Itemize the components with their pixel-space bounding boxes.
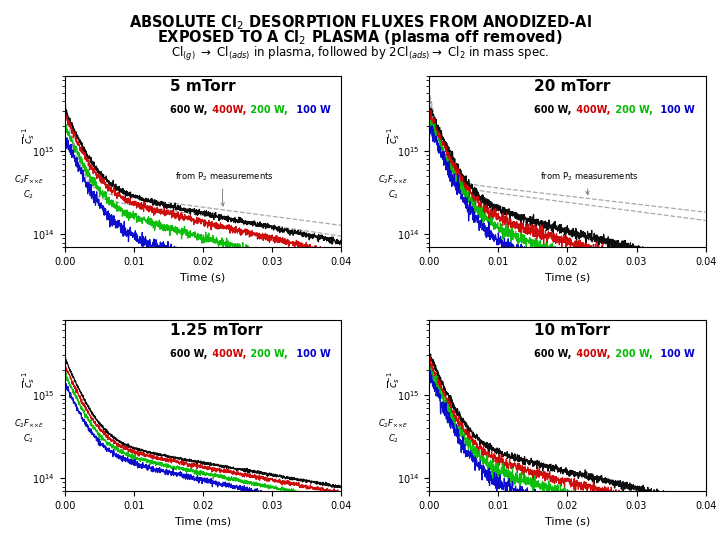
Text: $C_2F_{\times\!\times\!E}$
$C_2$: $C_2F_{\times\!\times\!E}$ $C_2$: [378, 174, 409, 201]
Text: 1.25 mTorr: 1.25 mTorr: [170, 323, 262, 338]
Text: from P$_2$ measurements: from P$_2$ measurements: [540, 171, 639, 194]
X-axis label: Time (s): Time (s): [545, 273, 590, 283]
Text: 200 W,: 200 W,: [247, 349, 288, 359]
Text: 400W,: 400W,: [573, 349, 611, 359]
X-axis label: Time (s): Time (s): [545, 517, 590, 526]
Text: 5 mTorr: 5 mTorr: [170, 79, 235, 94]
Text: from P$_2$ measurements: from P$_2$ measurements: [175, 171, 274, 206]
Text: 400W,: 400W,: [209, 349, 246, 359]
Text: 200 W,: 200 W,: [612, 105, 652, 115]
Text: $\overline{c}_{s}^{-1}$: $\overline{c}_{s}^{-1}$: [20, 372, 37, 388]
Text: $\overline{c}_{s}^{-1}$: $\overline{c}_{s}^{-1}$: [20, 127, 37, 144]
Text: $C_2F_{\times\!\times\!E}$
$C_2$: $C_2F_{\times\!\times\!E}$ $C_2$: [378, 418, 409, 444]
Text: 400W,: 400W,: [209, 105, 246, 115]
Text: 400W,: 400W,: [573, 105, 611, 115]
Text: 600 W,: 600 W,: [170, 349, 207, 359]
Text: 20 mTorr: 20 mTorr: [534, 79, 611, 94]
Text: 100 W: 100 W: [292, 349, 330, 359]
Text: 200 W,: 200 W,: [247, 105, 288, 115]
Text: ABSOLUTE Cl$_2$ DESORPTION FLUXES FROM ANODIZED-Al: ABSOLUTE Cl$_2$ DESORPTION FLUXES FROM A…: [129, 14, 591, 32]
Text: 600 W,: 600 W,: [534, 105, 572, 115]
X-axis label: Time (s): Time (s): [180, 273, 225, 283]
Text: $C_2F_{\times\!\times\!E}$
$C_2$: $C_2F_{\times\!\times\!E}$ $C_2$: [14, 418, 44, 444]
Text: 600 W,: 600 W,: [534, 349, 572, 359]
Text: 100 W: 100 W: [292, 105, 330, 115]
Text: $\overline{c}_{s}^{-1}$: $\overline{c}_{s}^{-1}$: [385, 127, 402, 144]
Text: 600 W,: 600 W,: [170, 105, 207, 115]
Text: 100 W: 100 W: [657, 349, 695, 359]
Text: 10 mTorr: 10 mTorr: [534, 323, 611, 338]
Text: 200 W,: 200 W,: [612, 349, 652, 359]
Text: EXPOSED TO A Cl$_2$ PLASMA (plasma off removed): EXPOSED TO A Cl$_2$ PLASMA (plasma off r…: [157, 28, 563, 47]
Text: $C_2F_{\times\!\times\!E}$
$C_2$: $C_2F_{\times\!\times\!E}$ $C_2$: [14, 174, 44, 201]
X-axis label: Time (ms): Time (ms): [175, 517, 231, 526]
Text: 100 W: 100 W: [657, 105, 695, 115]
Text: Cl$_{(g)}$ $\rightarrow$ Cl$_{(ads)}$ in plasma, followed by 2Cl$_{(ads)}$$\righ: Cl$_{(g)}$ $\rightarrow$ Cl$_{(ads)}$ in…: [171, 45, 549, 63]
Text: $\overline{c}_{s}^{-1}$: $\overline{c}_{s}^{-1}$: [385, 372, 402, 388]
